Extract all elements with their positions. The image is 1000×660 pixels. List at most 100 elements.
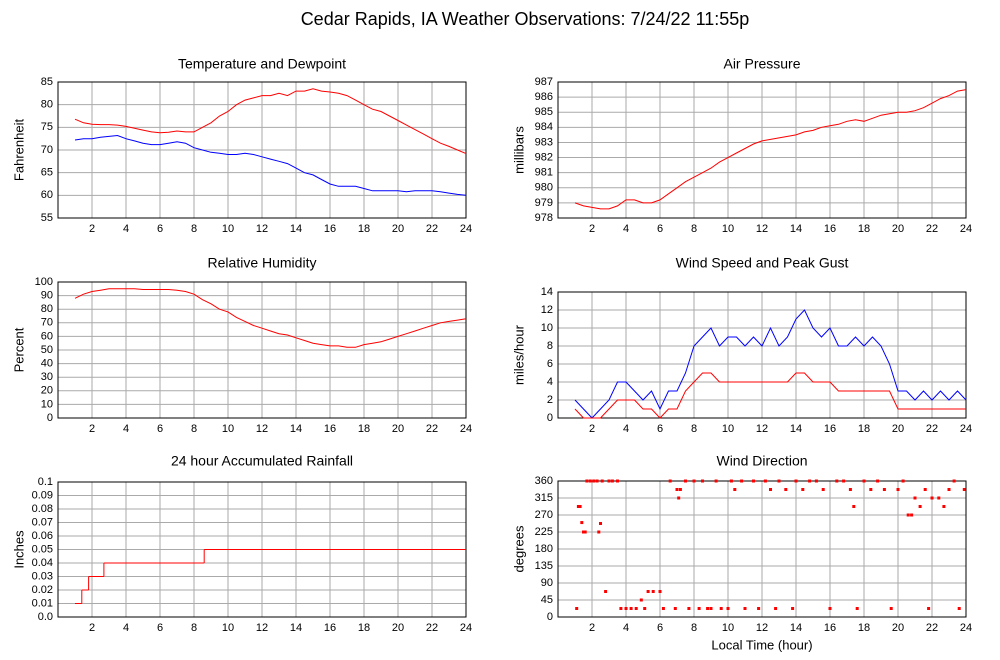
y-tick-label: 55 <box>41 212 53 224</box>
y-tick-label: 2 <box>547 394 553 406</box>
x-tick-label: 16 <box>324 223 336 235</box>
y-tick-label: 0.04 <box>32 557 53 569</box>
panel-title: Temperature and Dewpoint <box>178 56 346 72</box>
x-tick-label: 4 <box>123 223 129 235</box>
x-axis-label: Local Time (hour) <box>711 637 812 652</box>
y-tick-label: 100 <box>35 276 53 288</box>
x-tick-label: 6 <box>157 223 163 235</box>
x-tick-label: 4 <box>123 622 129 634</box>
point <box>930 496 934 500</box>
point <box>580 521 584 525</box>
x-tick-label: 22 <box>426 622 438 634</box>
series-line <box>74 88 467 155</box>
plot-frame <box>57 281 467 419</box>
point <box>896 488 900 491</box>
point <box>675 488 679 491</box>
point <box>684 479 687 483</box>
page-title: Cedar Rapids, IA Weather Observations: 7… <box>301 9 750 29</box>
x-tick-label: 20 <box>892 423 904 435</box>
x-tick-label: 22 <box>926 223 938 235</box>
point <box>697 607 701 610</box>
x-tick-label: 16 <box>824 622 836 634</box>
x-tick-label: 8 <box>191 223 197 235</box>
point <box>901 479 905 483</box>
x-tick-label: 10 <box>222 622 234 634</box>
x-tick-label: 2 <box>589 223 595 235</box>
y-axis-label: Fahrenheit <box>11 119 26 182</box>
x-tick-label: 14 <box>790 223 802 235</box>
point <box>882 488 886 491</box>
y-tick-label: 0.08 <box>32 503 53 515</box>
y-tick-label: 80 <box>41 99 53 111</box>
x-tick-label: 12 <box>756 622 768 634</box>
y-tick-label: 10 <box>541 322 553 334</box>
x-tick-label: 24 <box>960 622 972 634</box>
point <box>923 488 927 491</box>
x-tick-label: 8 <box>191 622 197 634</box>
x-tick-label: 8 <box>691 223 697 235</box>
y-tick-label: 85 <box>41 76 53 88</box>
x-tick-label: 22 <box>426 223 438 235</box>
y-tick-label: 60 <box>41 330 53 342</box>
point <box>848 488 852 491</box>
y-tick-label: 90 <box>41 290 53 302</box>
x-tick-label: 18 <box>358 622 370 634</box>
x-tick-label: 8 <box>191 423 197 435</box>
x-tick-label: 18 <box>858 622 870 634</box>
y-tick-label: 90 <box>541 577 553 589</box>
y-tick-label: 315 <box>535 492 553 504</box>
point <box>777 479 781 483</box>
y-tick-label: 983 <box>535 136 553 148</box>
y-tick-label: 980 <box>535 182 553 194</box>
x-tick-label: 4 <box>623 423 629 435</box>
y-tick-label: 0 <box>547 611 553 623</box>
point <box>814 479 818 483</box>
panel-title: 24 hour Accumulated Rainfall <box>171 453 353 469</box>
x-tick-label: 18 <box>858 423 870 435</box>
point <box>835 479 839 483</box>
x-tick-label: 22 <box>926 622 938 634</box>
x-tick-label: 14 <box>290 223 302 235</box>
x-tick-label: 2 <box>89 622 95 634</box>
point <box>801 488 805 491</box>
panel-title: Relative Humidity <box>208 255 317 271</box>
x-tick-label: 2 <box>89 223 95 235</box>
x-tick-label: 12 <box>756 423 768 435</box>
series-line <box>74 134 467 196</box>
y-tick-label: 986 <box>535 91 553 103</box>
y-tick-label: 0 <box>47 412 53 424</box>
x-tick-label: 14 <box>790 622 802 634</box>
point <box>585 479 589 483</box>
point <box>709 607 713 610</box>
y-tick-label: 987 <box>535 76 553 88</box>
y-tick-label: 0.0 <box>38 611 53 623</box>
point <box>639 598 643 602</box>
x-tick-label: 6 <box>657 223 663 235</box>
y-tick-label: 4 <box>547 376 553 388</box>
point <box>619 607 623 610</box>
y-tick-label: 225 <box>535 526 553 538</box>
point <box>624 607 628 610</box>
point <box>582 530 585 534</box>
x-tick-label: 24 <box>960 423 972 435</box>
x-tick-label: 18 <box>358 223 370 235</box>
point <box>610 479 614 483</box>
point <box>651 590 655 593</box>
x-tick-label: 12 <box>756 223 768 235</box>
x-tick-label: 4 <box>623 622 629 634</box>
point <box>757 607 761 610</box>
point <box>763 479 767 483</box>
point <box>592 479 596 483</box>
point <box>774 607 778 610</box>
point <box>913 496 917 500</box>
point <box>947 488 951 491</box>
point <box>607 479 611 483</box>
point <box>733 488 737 491</box>
point <box>957 607 961 610</box>
x-tick-label: 12 <box>256 423 268 435</box>
x-tick-label: 16 <box>324 423 336 435</box>
y-tick-label: 0.07 <box>32 516 53 528</box>
x-tick-label: 2 <box>589 622 595 634</box>
point <box>600 479 604 483</box>
